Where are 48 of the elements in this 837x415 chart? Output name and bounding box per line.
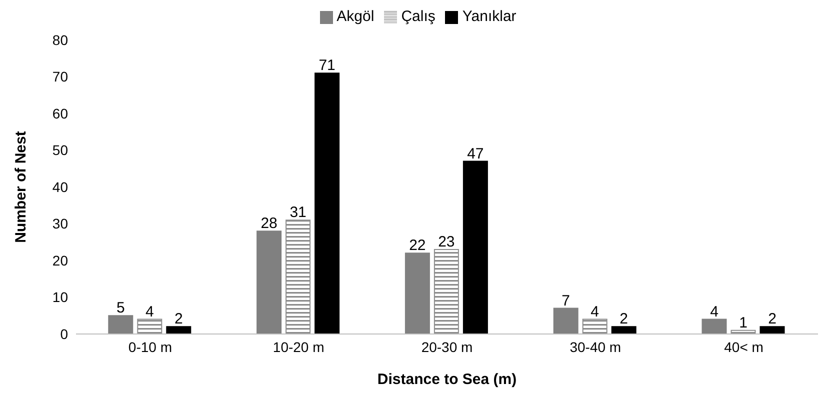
legend-label: Yanıklar: [462, 8, 516, 25]
data-label: 1: [739, 314, 748, 332]
legend-label: Çalış: [401, 8, 436, 25]
data-label: 28: [260, 215, 278, 232]
y-tick-label: 10: [52, 289, 68, 306]
data-label: 4: [590, 303, 600, 320]
bar: [462, 160, 488, 334]
data-label: 2: [174, 310, 183, 328]
y-tick-label: 30: [52, 216, 68, 232]
x-tick-label: 40< m: [724, 338, 764, 355]
bar: [314, 72, 340, 334]
data-label: 5: [116, 300, 125, 317]
data-label: 4: [145, 303, 154, 320]
y-tick-label: 40: [52, 178, 68, 195]
x-tick-label: 30-40 m: [570, 338, 622, 355]
data-label: 7: [562, 292, 570, 310]
y-tick-label: 50: [52, 142, 68, 158]
data-label: 47: [467, 145, 484, 162]
bar: [108, 315, 134, 334]
x-tick-label: 0-10 m: [128, 338, 172, 355]
data-label: 2: [620, 310, 628, 328]
data-label: 31: [290, 204, 306, 222]
bar: [404, 252, 430, 334]
y-tick-label: 70: [52, 68, 68, 85]
legend-label: Akgöl: [336, 8, 374, 25]
y-tick-label: 80: [52, 32, 68, 48]
data-label: 71: [318, 57, 336, 74]
x-tick-label: 20-30 m: [421, 338, 473, 355]
bar: [256, 230, 282, 334]
x-tick-label: 10-20 m: [272, 338, 324, 355]
x-axis-title: Distance to Sea (m): [377, 371, 517, 388]
y-axis-title: Number of Nest: [12, 131, 30, 243]
bar: [760, 326, 785, 334]
data-label: 4: [710, 303, 718, 320]
y-tick-label: 0: [60, 326, 68, 342]
data-label: 2: [768, 310, 776, 328]
y-tick-label: 60: [52, 105, 68, 122]
bar: [611, 326, 636, 334]
bar: [582, 318, 608, 334]
bar: [286, 220, 311, 334]
y-tick-label: 20: [52, 252, 68, 268]
bar: [434, 248, 459, 334]
bar: [166, 326, 192, 334]
data-label: 23: [438, 233, 455, 250]
data-label: 22: [409, 237, 426, 254]
bar: [702, 318, 727, 334]
bar: [553, 308, 578, 334]
bar: [137, 318, 162, 334]
